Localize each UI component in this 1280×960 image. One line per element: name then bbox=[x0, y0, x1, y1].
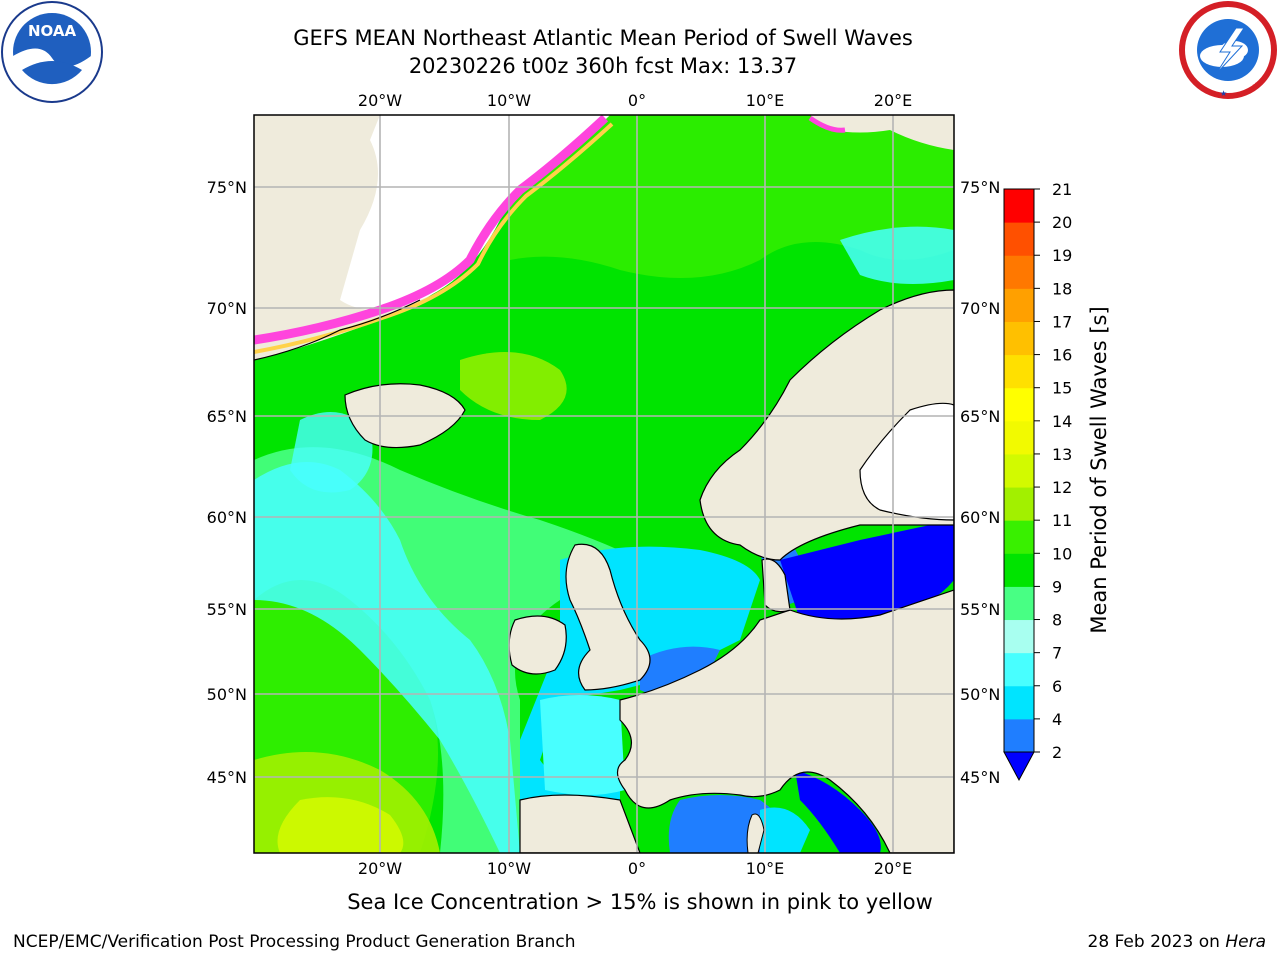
lat-label: 70°N bbox=[207, 299, 247, 318]
colorbar-frame bbox=[1003, 188, 1035, 753]
lat-label: 75°N bbox=[960, 178, 1000, 197]
forecast-subtitle: 20230226 t00z 360h fcst Max: 13.37 bbox=[408, 54, 798, 78]
land-ireland bbox=[508, 615, 567, 675]
lat-label: 50°N bbox=[960, 685, 1000, 704]
colorbar-segment bbox=[1004, 685, 1034, 720]
colorbar-segment bbox=[1004, 189, 1034, 223]
svg-text:★: ★ bbox=[1220, 89, 1227, 98]
map-plot-area bbox=[254, 115, 954, 853]
land-iberia bbox=[519, 794, 641, 853]
colorbar-segment bbox=[1004, 586, 1034, 621]
noaa-wordmark: NOAA bbox=[28, 22, 77, 40]
sea-ice-note: Sea Ice Concentration > 15% is shown in … bbox=[347, 890, 933, 914]
colorbar-tick-label: 17 bbox=[1052, 312, 1072, 331]
colorbar-tick-label: 14 bbox=[1052, 412, 1072, 431]
colorbar-segment bbox=[1004, 321, 1034, 356]
lon-label: 20°W bbox=[358, 91, 402, 110]
nws-logo: ★ ★ ★ bbox=[1179, 1, 1277, 99]
colorbar-segment bbox=[1004, 288, 1034, 322]
colorbar-segment bbox=[1004, 487, 1034, 521]
colorbar-tick-label: 8 bbox=[1052, 611, 1062, 630]
colorbar-label: Mean Period of Swell Waves [s] bbox=[1087, 306, 1111, 633]
colorbar-segment bbox=[1004, 255, 1034, 289]
colorbar-tick-label: 15 bbox=[1052, 379, 1072, 398]
colorbar-segment bbox=[1004, 619, 1034, 654]
lon-label: 20°E bbox=[874, 91, 912, 110]
lon-label: 0° bbox=[628, 91, 646, 110]
colorbar-tick-label: 16 bbox=[1052, 346, 1072, 365]
colorbar-segment bbox=[1004, 453, 1034, 488]
lat-label: 45°N bbox=[960, 768, 1000, 787]
map-frame bbox=[253, 114, 955, 854]
lon-label: 10°W bbox=[487, 91, 531, 110]
lon-label: 0° bbox=[628, 859, 646, 878]
colorbar-tick-label: 20 bbox=[1052, 213, 1072, 232]
colorbar-tick-label: 7 bbox=[1052, 644, 1062, 663]
lat-label: 55°N bbox=[960, 600, 1000, 619]
colorbar-segment bbox=[1004, 718, 1034, 753]
colorbar-tick-label: 21 bbox=[1052, 180, 1072, 199]
lat-label: 60°N bbox=[960, 508, 1000, 527]
colorbar-segment bbox=[1004, 652, 1034, 687]
colorbar-segment bbox=[1004, 222, 1034, 256]
land-svalbard bbox=[810, 115, 954, 150]
colorbar-segment bbox=[1004, 420, 1034, 455]
footer-credit: NCEP/EMC/Verification Post Processing Pr… bbox=[13, 932, 576, 952]
colorbar-tick-label: 13 bbox=[1052, 445, 1072, 464]
lat-label: 75°N bbox=[207, 178, 247, 197]
colorbar-tick-label: 6 bbox=[1052, 677, 1062, 696]
lat-label: 50°N bbox=[207, 685, 247, 704]
chart-title: GEFS MEAN Northeast Atlantic Mean Period… bbox=[293, 26, 913, 50]
footer-date-text: 28 Feb 2023 on bbox=[1087, 932, 1226, 952]
longitude-labels-top: 20°W 10°W 0° 10°E 20°E bbox=[358, 91, 912, 110]
lat-label: 65°N bbox=[207, 407, 247, 426]
colorbar-tick-label: 11 bbox=[1052, 511, 1072, 530]
colorbar-tick-label: 4 bbox=[1052, 710, 1062, 729]
lon-label: 20°E bbox=[874, 859, 912, 878]
colorbar-tick-label: 9 bbox=[1052, 577, 1062, 596]
colorbar-segment bbox=[1004, 520, 1034, 554]
latitude-labels-right: 75°N 70°N 65°N 60°N 55°N 50°N 45°N bbox=[960, 178, 1000, 787]
footer-host: Hera bbox=[1225, 932, 1266, 952]
lon-label: 10°E bbox=[746, 859, 784, 878]
lat-label: 65°N bbox=[960, 407, 1000, 426]
noaa-logo: NOAA bbox=[1, 1, 103, 103]
lon-label: 10°W bbox=[487, 859, 531, 878]
colorbar-tick-label: 12 bbox=[1052, 478, 1072, 497]
lon-label: 10°E bbox=[746, 91, 784, 110]
colorbar-tick-label: 2 bbox=[1052, 743, 1062, 762]
lon-label: 20°W bbox=[358, 859, 402, 878]
latitude-labels-left: 75°N 70°N 65°N 60°N 55°N 50°N 45°N bbox=[207, 178, 247, 787]
lat-label: 60°N bbox=[207, 508, 247, 527]
land-europe bbox=[616, 589, 954, 853]
lat-label: 70°N bbox=[960, 299, 1000, 318]
lat-label: 55°N bbox=[207, 600, 247, 619]
land-great-britain bbox=[565, 543, 651, 691]
colorbar-tick-label: 10 bbox=[1052, 544, 1072, 563]
footer-date: 28 Feb 2023 on Hera bbox=[1088, 932, 1266, 952]
colorbar-segment bbox=[1004, 387, 1034, 422]
colorbar-segment bbox=[1004, 553, 1034, 587]
colorbar-extend-arrow bbox=[1003, 751, 1035, 782]
svg-text:★: ★ bbox=[1196, 81, 1203, 90]
colorbar: 2 4 6 7 8 9 10 11 12 13 14 15 16 17 18 19 20 21 bbox=[1003, 180, 1072, 782]
graticule bbox=[254, 115, 954, 853]
colorbar-tick-label: 19 bbox=[1052, 246, 1072, 265]
svg-text:★: ★ bbox=[1252, 81, 1259, 90]
longitude-labels-bottom: 20°W 10°W 0° 10°E 20°E bbox=[358, 859, 912, 878]
colorbar-segment bbox=[1004, 354, 1034, 389]
lat-label: 45°N bbox=[207, 768, 247, 787]
colorbar-tick-label: 18 bbox=[1052, 279, 1072, 298]
